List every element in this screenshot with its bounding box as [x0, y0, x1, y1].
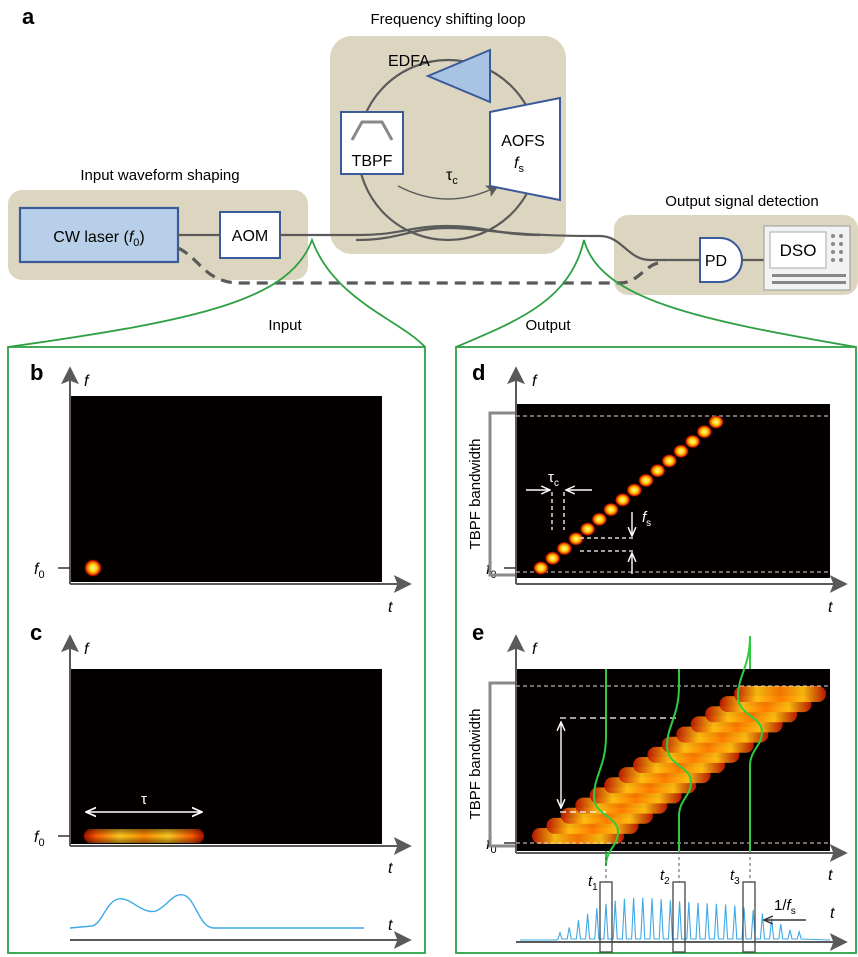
- freq-step: [638, 473, 654, 488]
- freq-band: [734, 686, 826, 702]
- input-title: Input waveform shaping: [80, 167, 239, 184]
- aofs-label: AOFS: [501, 133, 545, 150]
- reference-fiber-dashed: [177, 246, 666, 285]
- freq-step: [614, 492, 631, 507]
- freq-step: [708, 415, 724, 429]
- panel-label-b: b: [30, 360, 43, 385]
- oscilloscope-knobs-icon: [772, 234, 846, 284]
- aofs-shifter: [489, 96, 561, 202]
- freq-step: [603, 502, 619, 517]
- input-trace-t-label: t: [388, 917, 393, 934]
- output-title: Output signal detection: [665, 193, 818, 210]
- pd-label: PD: [705, 253, 727, 270]
- panel-c-plot-area: [70, 669, 382, 844]
- panel-e-window-t2: [672, 881, 686, 953]
- tbpf-label: TBPF: [352, 153, 393, 170]
- freq-step: [533, 561, 549, 575]
- panel-d-fs-label: fs: [642, 509, 651, 529]
- panel-e-t2-label: t2: [660, 867, 670, 887]
- panel-e-bandwidth-bracket: [488, 681, 515, 848]
- panel-label-a: a: [22, 4, 35, 29]
- freq-step: [661, 453, 678, 468]
- loop-title: Frequency shifting loop: [370, 11, 525, 28]
- photodiode: [699, 237, 743, 283]
- panel-e-window-t1: [599, 881, 613, 953]
- input-frame: [7, 346, 426, 954]
- freq-step: [626, 483, 643, 498]
- panel-label-e: e: [472, 620, 484, 645]
- aofs-fs-label: fs: [514, 155, 524, 175]
- panel-d-f-label: f: [532, 373, 538, 390]
- panel-e-period-label: 1/fs: [774, 897, 796, 917]
- dso-label: DSO: [780, 241, 817, 260]
- panel-d-t-label: t: [828, 599, 833, 616]
- panel-e-f-label: f: [532, 641, 538, 658]
- panel-b-input-spot: [84, 559, 102, 577]
- fiber-output: [355, 226, 700, 262]
- edfa-amplifier: [425, 48, 491, 104]
- panel-c-band-shade: [84, 829, 204, 843]
- freq-step: [649, 463, 666, 478]
- output-zoom-bracket: [455, 239, 857, 348]
- freq-step: [544, 551, 561, 566]
- panel-d-frequency-steps: [533, 415, 724, 575]
- spectral-slice: [592, 669, 620, 867]
- panel-c-f0-label: f0: [34, 829, 45, 849]
- panel-e-t-label: t: [828, 867, 833, 884]
- panel-e-t1-label: t1: [588, 873, 598, 893]
- filter-shape-icon: [350, 120, 394, 141]
- panel-e-span-denominator: τc: [531, 764, 542, 783]
- input-section-label: Input: [268, 317, 302, 334]
- panel-c-t-label: t: [388, 860, 393, 877]
- panel-b-f0-label: f0: [34, 561, 45, 581]
- aom-label: AOM: [232, 228, 268, 245]
- input-waveform-trace: [69, 894, 364, 929]
- freq-step: [579, 522, 596, 537]
- pulse-comb: [520, 897, 831, 941]
- panel-e-span-numerator: τfs: [528, 740, 542, 759]
- panel-b-f-label: f: [84, 373, 90, 390]
- panel-e-spectral-slices: [592, 635, 764, 882]
- cw-laser-label: CW laser (f0): [53, 229, 144, 249]
- cw-laser: [18, 206, 180, 264]
- panel-e-t3-label: t3: [730, 867, 740, 887]
- output-trace-t-label: t: [830, 905, 835, 922]
- panel-e-window-t3: [742, 881, 756, 953]
- output-section-label: Output: [525, 317, 571, 334]
- panel-label-d: d: [472, 360, 485, 385]
- freq-step: [696, 424, 713, 439]
- freq-step: [673, 444, 689, 459]
- loop-tau-c-label: τc: [446, 167, 458, 187]
- panel-b-plot-area: [70, 396, 382, 582]
- panel-c-tau-label: τ: [141, 791, 147, 808]
- panel-label-c: c: [30, 620, 42, 645]
- panel-e-bandwidth-label: TBPF bandwidth: [467, 709, 484, 820]
- panel-e-frequency-steps: [532, 686, 826, 844]
- oscilloscope-screen: [769, 231, 827, 269]
- spectral-slice: [665, 669, 693, 851]
- freq-step: [684, 434, 701, 449]
- freq-step: [568, 531, 584, 546]
- freq-step: [556, 541, 573, 556]
- freq-step: [591, 512, 608, 527]
- panel-c-f-label: f: [84, 641, 90, 658]
- input-zoom-bracket: [7, 237, 426, 348]
- loop-region: [330, 36, 566, 254]
- edfa-label: EDFA: [388, 53, 430, 70]
- tau-c-arc-arrow: [397, 185, 500, 200]
- output-waveform-trace: [520, 897, 831, 941]
- panel-d-bandwidth-label: TBPF bandwidth: [467, 439, 484, 550]
- panel-d-bandwidth-bracket: [488, 411, 515, 577]
- spectral-slice: [736, 635, 764, 851]
- panel-b-t-label: t: [388, 599, 393, 616]
- output-frame: [455, 346, 857, 954]
- panel-d-tau-label: τc: [548, 469, 559, 489]
